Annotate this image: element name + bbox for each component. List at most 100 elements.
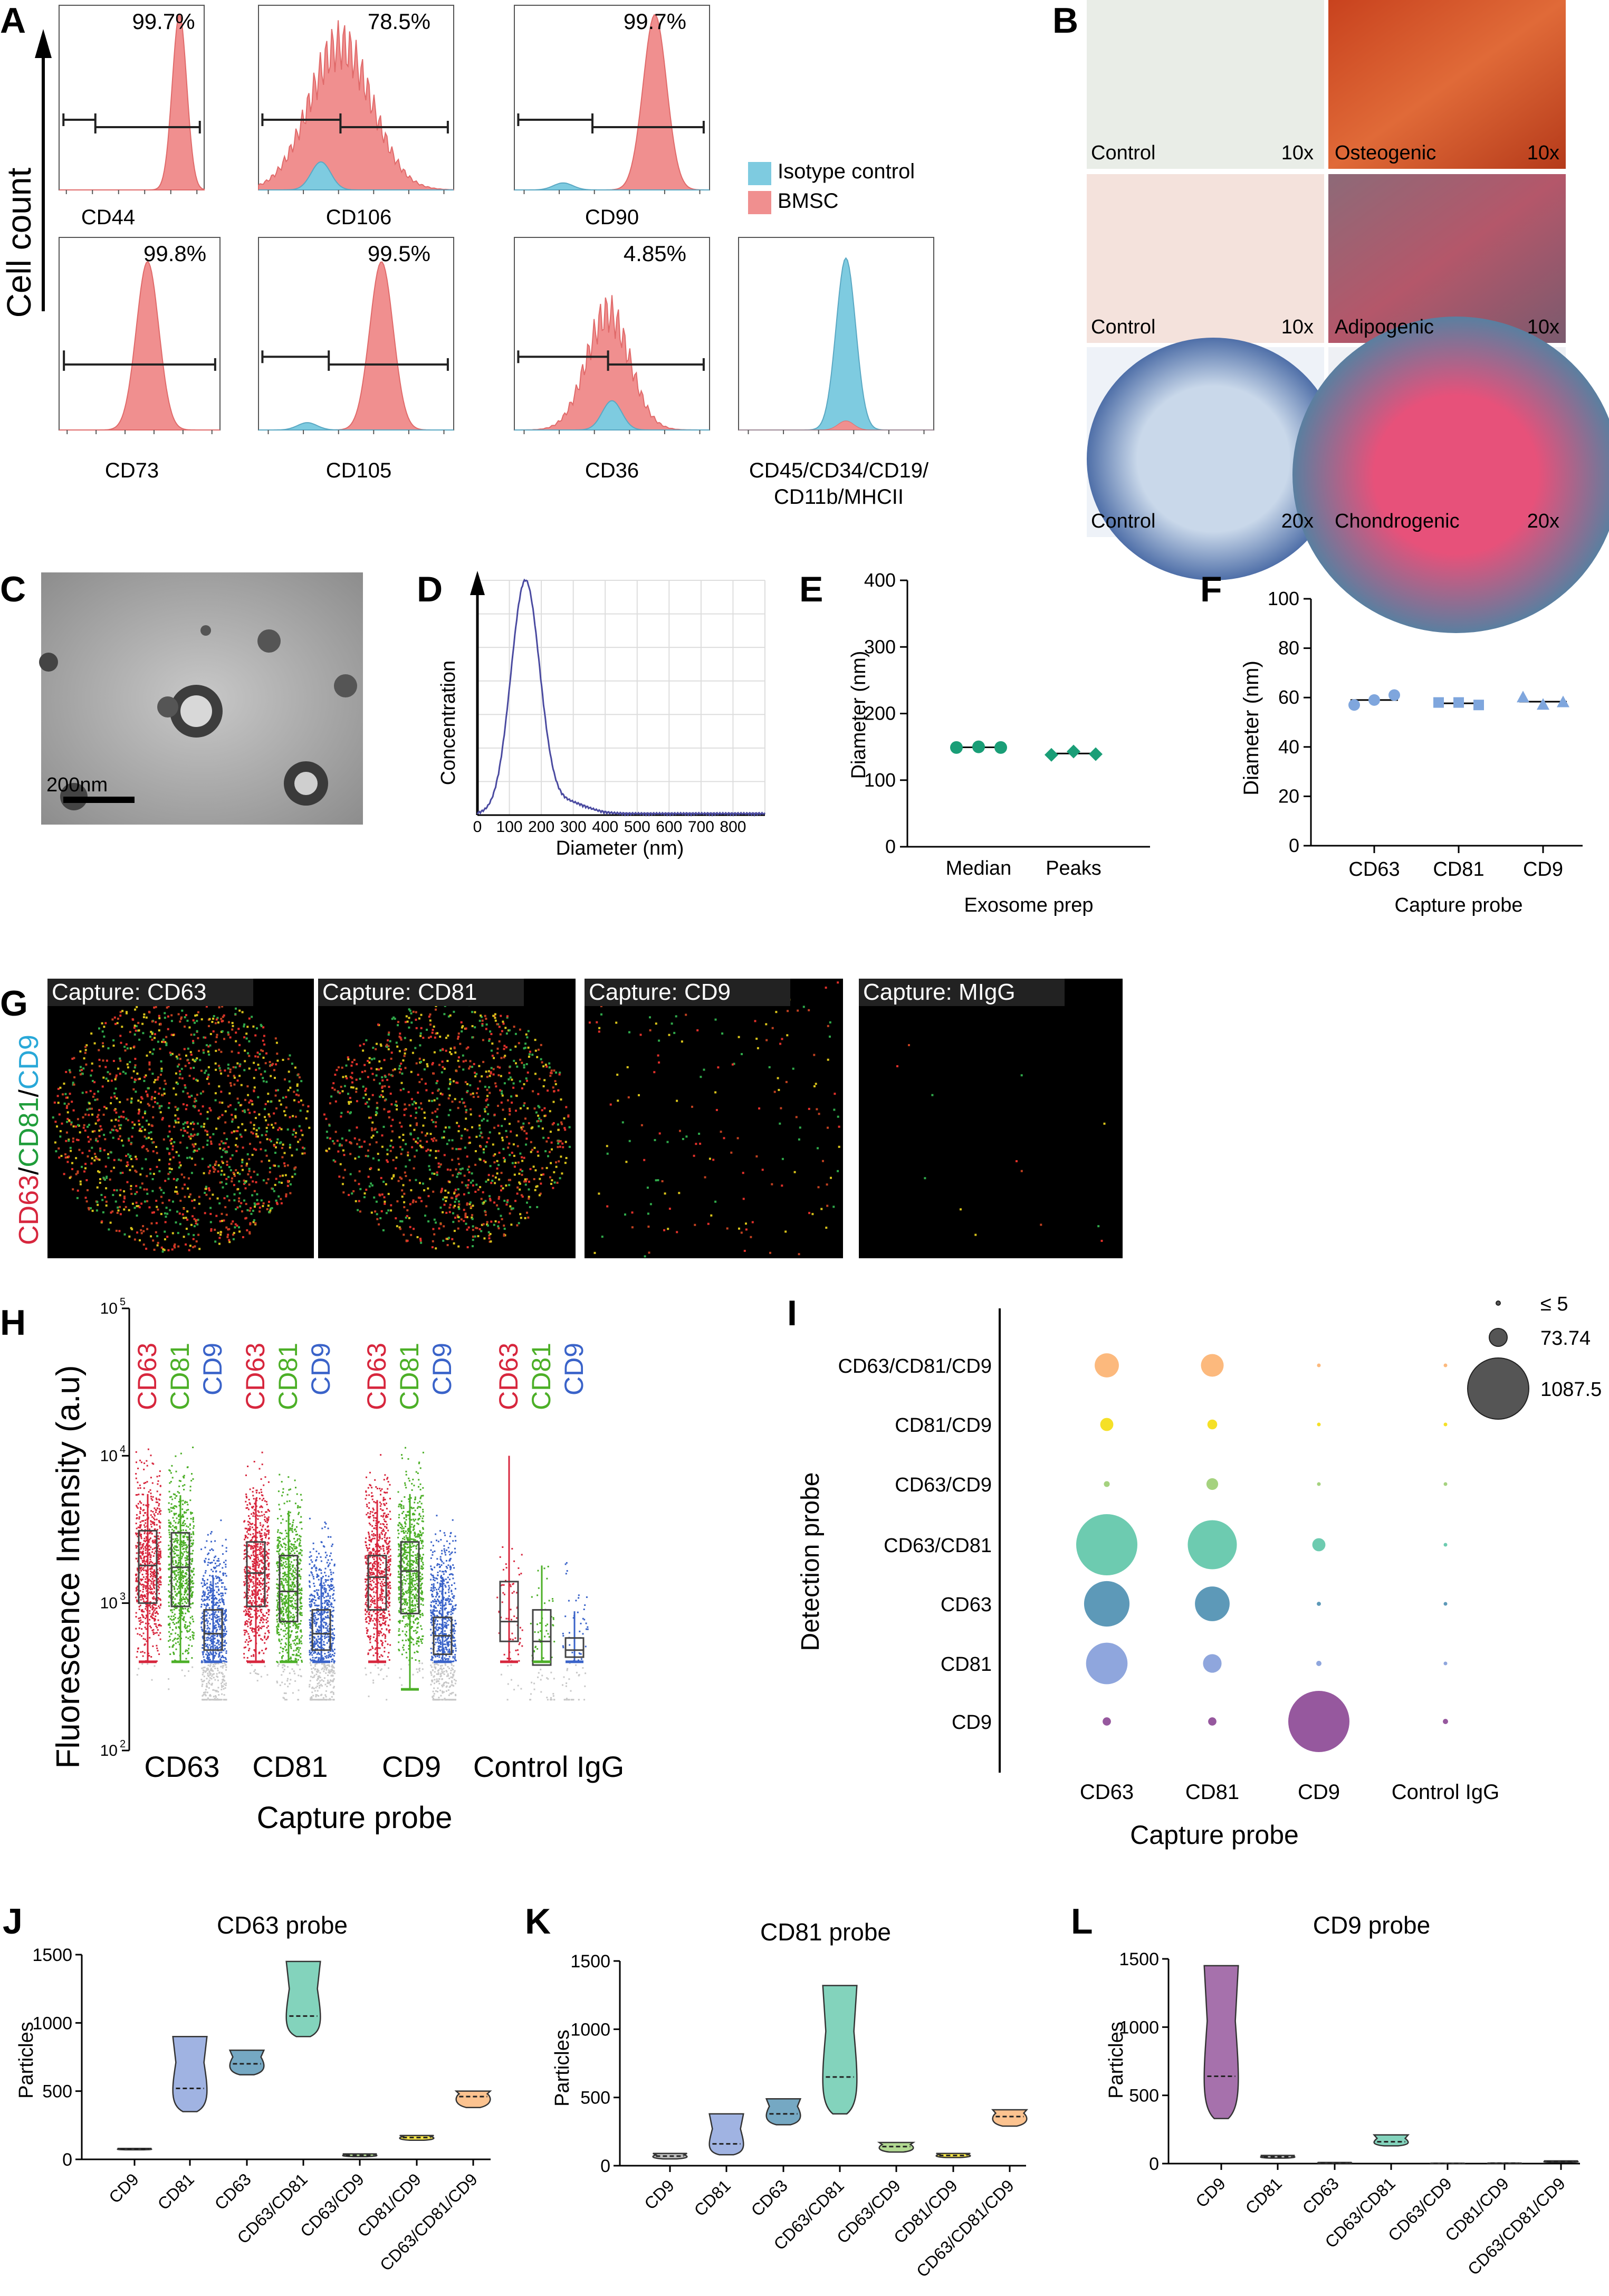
scatter-point — [143, 1600, 145, 1602]
spot — [825, 1227, 828, 1229]
spot — [98, 1049, 100, 1051]
spot — [244, 1060, 246, 1063]
scatter-point — [175, 1545, 177, 1547]
spot — [477, 1087, 480, 1090]
spot — [487, 1179, 490, 1181]
scatter-point — [217, 1642, 219, 1644]
spot — [447, 1097, 450, 1099]
scatter-point — [218, 1618, 221, 1620]
spot — [490, 1049, 493, 1052]
spot — [370, 1182, 372, 1185]
scatter-point — [223, 1675, 225, 1677]
scatter-point — [216, 1565, 218, 1567]
spot — [223, 1014, 225, 1017]
spot — [241, 1161, 244, 1164]
spot — [502, 1108, 504, 1111]
scatter-point — [177, 1554, 179, 1556]
spot — [219, 1147, 222, 1150]
spot — [356, 1143, 358, 1145]
scatter-point — [169, 1635, 171, 1638]
spot — [218, 1048, 221, 1051]
spot — [653, 1071, 656, 1074]
scatter-point — [223, 1688, 225, 1690]
spot — [535, 1111, 538, 1114]
spot — [169, 1158, 171, 1161]
spot — [244, 1187, 247, 1190]
spot — [436, 1032, 439, 1035]
spot — [332, 1159, 335, 1162]
spot — [349, 1097, 351, 1099]
spot — [518, 1222, 520, 1224]
scatter-point — [186, 1597, 188, 1600]
scatter-point — [214, 1614, 216, 1615]
scatter-point — [147, 1663, 149, 1665]
scatter-point — [187, 1526, 189, 1528]
spot — [720, 1131, 722, 1133]
spot — [99, 1178, 101, 1180]
spot — [375, 1074, 378, 1077]
spot — [102, 1176, 105, 1179]
scatter-point — [144, 1546, 146, 1548]
scatter-point — [173, 1601, 175, 1603]
scatter-point — [142, 1621, 144, 1623]
spot — [216, 1017, 219, 1019]
spot — [489, 1092, 491, 1094]
spot — [628, 1140, 631, 1142]
scatter-point — [182, 1580, 184, 1582]
spot — [448, 1206, 451, 1209]
spot — [195, 1099, 197, 1102]
scatter-point — [185, 1547, 187, 1548]
spot — [384, 1085, 386, 1087]
scatter-point — [209, 1623, 211, 1625]
spot — [178, 1154, 180, 1157]
spot — [394, 1104, 397, 1106]
spot — [103, 1106, 106, 1108]
spot — [205, 1193, 208, 1196]
scatter-point — [209, 1637, 212, 1639]
spot — [275, 1199, 277, 1202]
scatter-point — [152, 1629, 155, 1631]
spot — [400, 1068, 402, 1070]
scatter-point — [140, 1584, 142, 1586]
spot — [168, 1102, 170, 1104]
spot — [149, 1172, 152, 1175]
spot — [169, 1051, 171, 1054]
spot — [153, 1006, 156, 1009]
scatter-point — [173, 1615, 175, 1617]
spot — [451, 1101, 454, 1103]
spot — [390, 1057, 392, 1060]
spot — [119, 1213, 122, 1216]
scatter-point — [214, 1540, 216, 1542]
spot — [399, 1089, 402, 1092]
scatter-point — [169, 1627, 171, 1629]
spot — [190, 1034, 193, 1036]
scatter-point — [169, 1496, 171, 1498]
spot — [396, 1200, 399, 1203]
spot — [442, 1239, 445, 1242]
spot — [236, 1206, 239, 1209]
spot — [392, 1146, 395, 1149]
spot — [185, 1108, 187, 1111]
spot — [793, 1171, 796, 1173]
spot — [180, 1128, 183, 1131]
scatter-point — [159, 1527, 161, 1529]
scatter-point — [200, 1616, 203, 1619]
spot — [84, 1046, 87, 1048]
spot — [494, 1017, 496, 1019]
scatter-point — [219, 1620, 221, 1622]
scatter-point — [144, 1530, 146, 1533]
scatter-point — [225, 1652, 227, 1654]
spot — [521, 1170, 523, 1172]
spot — [256, 1173, 259, 1176]
spot — [56, 1125, 58, 1128]
spot — [98, 1027, 100, 1030]
scatter-point — [209, 1575, 211, 1576]
spot — [430, 1138, 433, 1141]
spot — [265, 1182, 268, 1184]
spot — [420, 1241, 423, 1244]
gate-marker — [261, 350, 449, 371]
spot — [453, 1206, 455, 1209]
spot — [178, 1212, 181, 1215]
spot — [269, 1115, 271, 1118]
spot — [248, 1170, 251, 1172]
